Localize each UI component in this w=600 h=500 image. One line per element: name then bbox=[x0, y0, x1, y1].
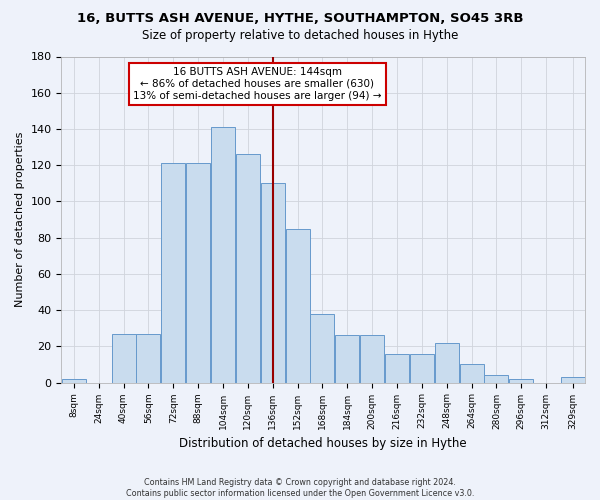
Bar bbox=[112, 334, 136, 382]
Bar bbox=[434, 342, 459, 382]
Bar bbox=[286, 228, 310, 382]
Bar bbox=[211, 127, 235, 382]
Bar bbox=[460, 364, 484, 382]
Bar bbox=[186, 164, 210, 382]
Bar bbox=[136, 334, 160, 382]
Bar bbox=[161, 164, 185, 382]
Text: 16 BUTTS ASH AVENUE: 144sqm
← 86% of detached houses are smaller (630)
13% of se: 16 BUTTS ASH AVENUE: 144sqm ← 86% of det… bbox=[133, 68, 382, 100]
Text: Contains HM Land Registry data © Crown copyright and database right 2024.
Contai: Contains HM Land Registry data © Crown c… bbox=[126, 478, 474, 498]
Text: Size of property relative to detached houses in Hythe: Size of property relative to detached ho… bbox=[142, 29, 458, 42]
Bar bbox=[260, 184, 285, 382]
Bar bbox=[560, 377, 584, 382]
Bar bbox=[360, 336, 384, 382]
Bar bbox=[484, 376, 508, 382]
Text: 16, BUTTS ASH AVENUE, HYTHE, SOUTHAMPTON, SO45 3RB: 16, BUTTS ASH AVENUE, HYTHE, SOUTHAMPTON… bbox=[77, 12, 523, 26]
Bar bbox=[509, 379, 533, 382]
Bar bbox=[410, 354, 434, 382]
Y-axis label: Number of detached properties: Number of detached properties bbox=[15, 132, 25, 307]
Bar bbox=[385, 354, 409, 382]
Bar bbox=[310, 314, 334, 382]
Bar bbox=[335, 336, 359, 382]
X-axis label: Distribution of detached houses by size in Hythe: Distribution of detached houses by size … bbox=[179, 437, 467, 450]
Bar bbox=[236, 154, 260, 382]
Bar bbox=[62, 379, 86, 382]
